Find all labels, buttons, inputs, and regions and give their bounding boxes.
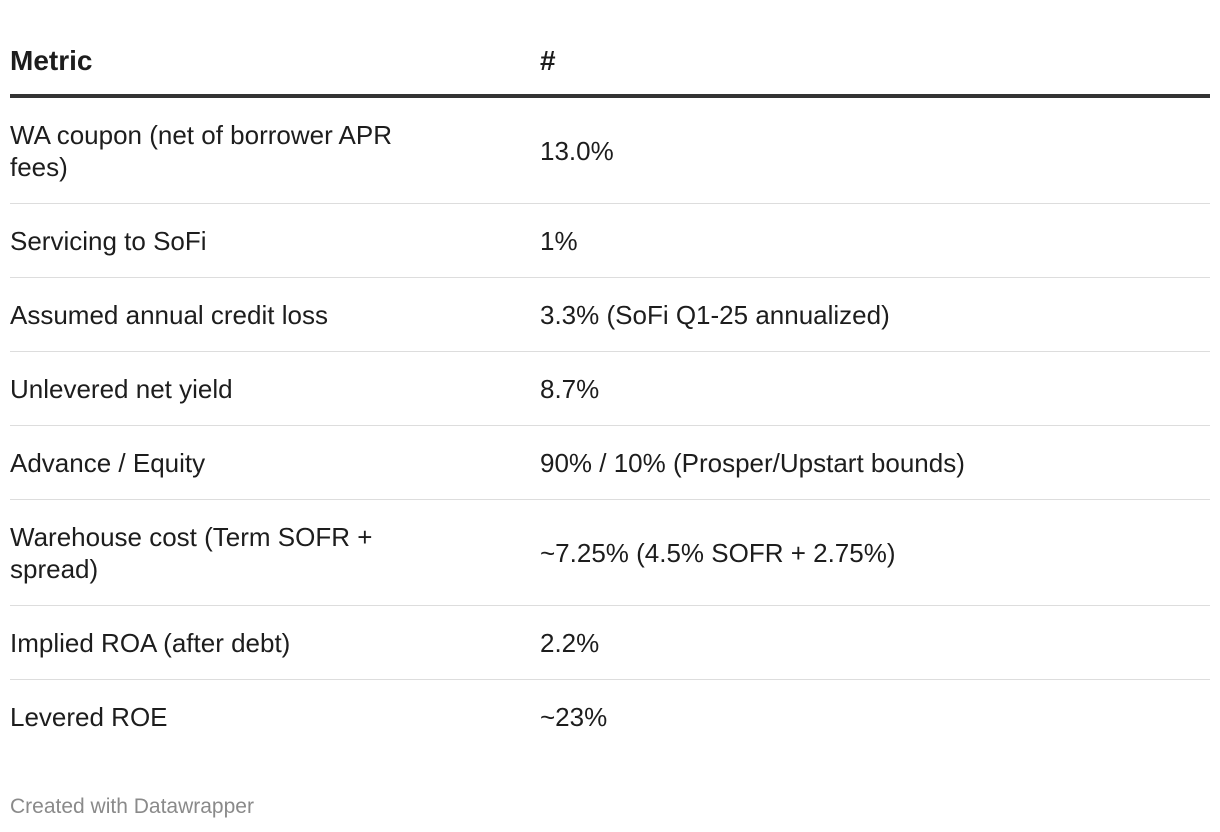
metric-cell: Implied ROA (after debt) [10,627,291,658]
column-header-value: # [540,45,556,76]
metric-cell: WA coupon (net of borrower APR fees) [10,119,393,182]
table-row: Levered ROE ~23% [10,680,1210,754]
metric-cell: Advance / Equity [10,447,206,478]
metric-cell: Unlevered net yield [10,373,233,404]
metric-cell: Levered ROE [10,702,168,732]
metric-cell: Servicing to SoFi [10,225,207,256]
table-header: Metric # [10,28,1210,98]
metric-cell: Warehouse cost (Term SOFR + spread) [10,521,373,584]
value-cell: 1% [540,225,578,256]
metric-cell: Assumed annual credit loss [10,299,328,330]
table-row: Unlevered net yield 8.7% [10,352,1210,426]
table-row: Implied ROA (after debt) 2.2% [10,606,1210,680]
value-cell: ~23% [540,702,608,732]
table-row: Warehouse cost (Term SOFR + spread) ~7.2… [10,500,1210,606]
datawrapper-credit[interactable]: Created with Datawrapper [10,795,254,818]
value-cell: 13.0% [540,135,614,166]
value-cell: 8.7% [540,373,600,404]
table-row: Servicing to SoFi 1% [10,204,1210,278]
value-cell: ~7.25% (4.5% SOFR + 2.75%) [540,537,896,568]
table-row: Advance / Equity 90% / 10% (Prosper/Upst… [10,426,1210,500]
table-row: WA coupon (net of borrower APR fees) 13.… [10,98,1210,204]
value-cell: 90% / 10% (Prosper/Upstart bounds) [540,447,965,478]
data-table: Metric # WA coupon (net of borrower APR … [10,28,1210,754]
value-cell: 3.3% (SoFi Q1-25 annualized) [540,299,890,330]
table-row: Assumed annual credit loss 3.3% (SoFi Q1… [10,278,1210,352]
column-header-metric: Metric [10,45,93,76]
value-cell: 2.2% [540,627,600,658]
